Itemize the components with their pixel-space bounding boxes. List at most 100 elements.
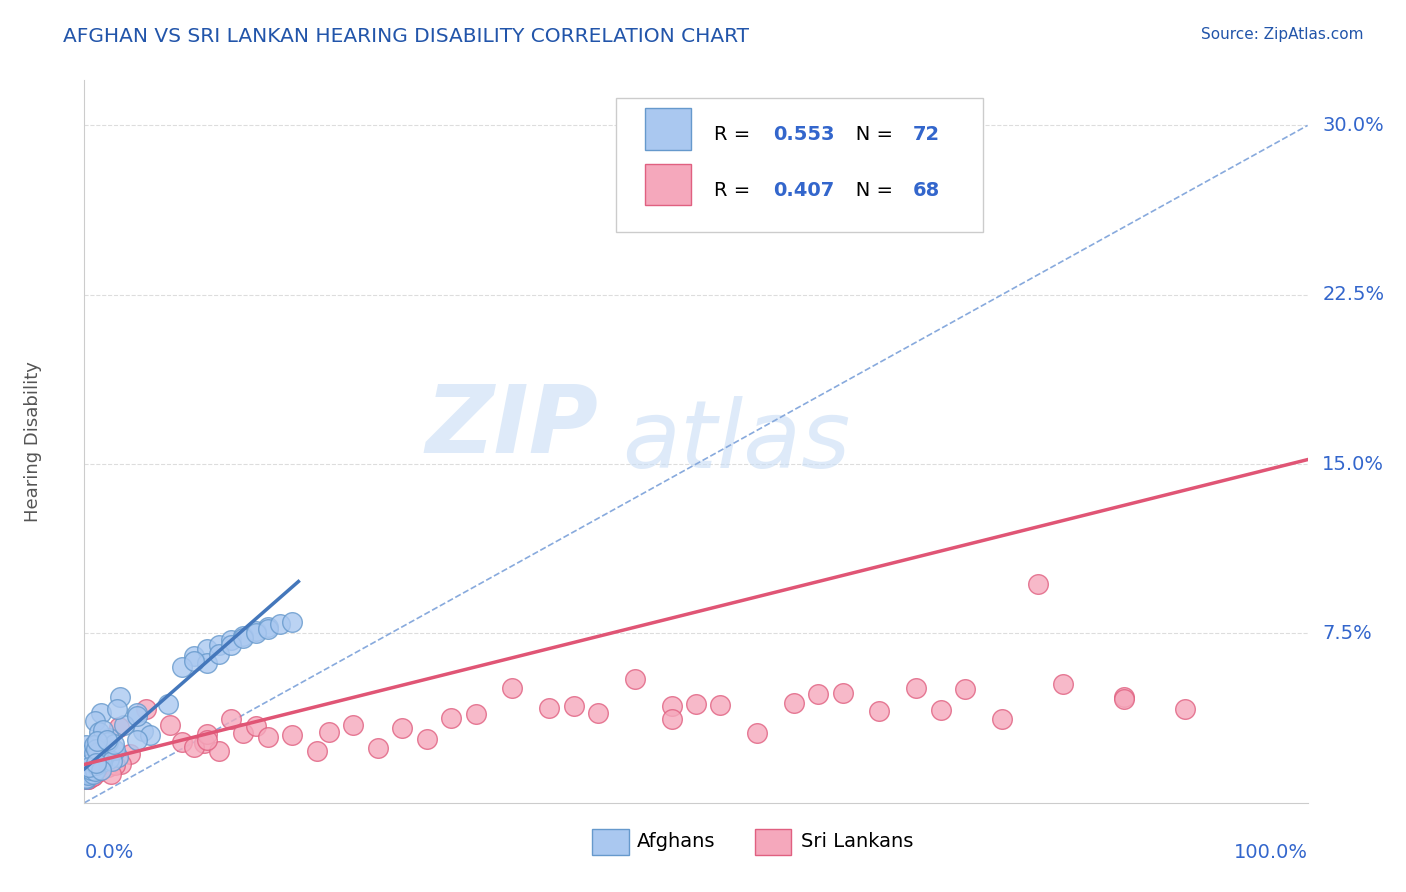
Point bbox=[97, 760, 120, 774]
Point bbox=[84, 755, 107, 769]
Point bbox=[1174, 702, 1197, 716]
Point bbox=[89, 747, 111, 761]
Point bbox=[440, 711, 463, 725]
Point bbox=[586, 706, 609, 721]
Point bbox=[96, 733, 118, 747]
Point bbox=[1028, 577, 1050, 591]
Point bbox=[86, 734, 108, 748]
Text: 68: 68 bbox=[912, 180, 939, 200]
Point bbox=[257, 622, 280, 636]
Point bbox=[807, 688, 830, 702]
Point bbox=[661, 712, 683, 726]
Point bbox=[1114, 690, 1136, 705]
Point bbox=[84, 756, 107, 770]
Point bbox=[80, 756, 103, 771]
Point bbox=[80, 762, 103, 776]
Point bbox=[86, 742, 108, 756]
Point bbox=[110, 757, 132, 772]
Point bbox=[245, 626, 267, 640]
Point bbox=[391, 721, 413, 735]
Point bbox=[103, 738, 125, 752]
Point bbox=[157, 698, 180, 712]
Text: 0.0%: 0.0% bbox=[84, 843, 134, 862]
Bar bbox=[644, 109, 692, 150]
Point bbox=[75, 754, 97, 768]
Bar bbox=[592, 829, 628, 855]
Point bbox=[685, 697, 707, 711]
Point bbox=[193, 736, 215, 750]
Point bbox=[318, 725, 340, 739]
Point bbox=[87, 745, 110, 759]
Point bbox=[342, 717, 364, 731]
Point bbox=[97, 735, 120, 749]
Point bbox=[245, 624, 267, 639]
Point bbox=[84, 757, 107, 772]
Text: atlas: atlas bbox=[623, 396, 851, 487]
Text: R =: R = bbox=[714, 125, 756, 144]
Point bbox=[624, 672, 647, 686]
Point bbox=[103, 758, 125, 772]
Point bbox=[929, 703, 952, 717]
Point bbox=[208, 638, 231, 652]
Text: 0.553: 0.553 bbox=[773, 125, 835, 144]
Point bbox=[183, 648, 205, 663]
Point bbox=[91, 723, 114, 738]
Point bbox=[89, 752, 111, 766]
Point bbox=[953, 681, 976, 696]
Point bbox=[139, 728, 162, 742]
Point bbox=[84, 714, 107, 728]
Text: 0.407: 0.407 bbox=[773, 180, 834, 200]
Point bbox=[831, 686, 853, 700]
Point bbox=[79, 762, 101, 776]
Point bbox=[783, 697, 806, 711]
Point bbox=[208, 744, 231, 758]
Point bbox=[79, 756, 101, 771]
Text: Afghans: Afghans bbox=[637, 832, 716, 851]
Point bbox=[1052, 677, 1074, 691]
Point bbox=[90, 763, 112, 777]
Point bbox=[87, 764, 110, 779]
Point bbox=[367, 741, 389, 756]
Point bbox=[76, 765, 98, 780]
Point bbox=[232, 726, 254, 740]
Point bbox=[101, 754, 124, 768]
Point bbox=[108, 720, 131, 734]
Bar bbox=[755, 829, 792, 855]
Point bbox=[281, 615, 304, 630]
Point bbox=[991, 712, 1014, 726]
Point bbox=[75, 772, 97, 786]
Point bbox=[905, 681, 928, 696]
Text: 15.0%: 15.0% bbox=[1322, 455, 1385, 474]
Point bbox=[80, 755, 103, 769]
Point bbox=[219, 712, 242, 726]
Point bbox=[97, 731, 120, 745]
Point bbox=[82, 769, 104, 783]
Point bbox=[82, 769, 104, 783]
Point bbox=[219, 633, 242, 648]
Point bbox=[127, 732, 149, 747]
Point bbox=[195, 656, 218, 670]
Point bbox=[101, 741, 124, 756]
Point bbox=[107, 750, 129, 764]
Point bbox=[77, 772, 100, 786]
Text: 7.5%: 7.5% bbox=[1322, 624, 1372, 643]
Point bbox=[245, 719, 267, 733]
Text: 30.0%: 30.0% bbox=[1322, 116, 1384, 135]
Point bbox=[75, 772, 97, 786]
Text: AFGHAN VS SRI LANKAN HEARING DISABILITY CORRELATION CHART: AFGHAN VS SRI LANKAN HEARING DISABILITY … bbox=[63, 27, 749, 45]
Point bbox=[172, 660, 194, 674]
Point bbox=[281, 728, 304, 742]
Point bbox=[661, 699, 683, 714]
Point bbox=[77, 771, 100, 785]
Point bbox=[90, 706, 112, 720]
Point bbox=[538, 701, 561, 715]
Point bbox=[869, 704, 891, 718]
Point bbox=[83, 764, 105, 778]
Text: Sri Lankans: Sri Lankans bbox=[801, 832, 914, 851]
FancyBboxPatch shape bbox=[616, 98, 983, 232]
Text: N =: N = bbox=[837, 125, 898, 144]
Point bbox=[305, 744, 328, 758]
Point bbox=[80, 763, 103, 777]
Point bbox=[86, 761, 108, 775]
Text: ZIP: ZIP bbox=[425, 381, 598, 473]
